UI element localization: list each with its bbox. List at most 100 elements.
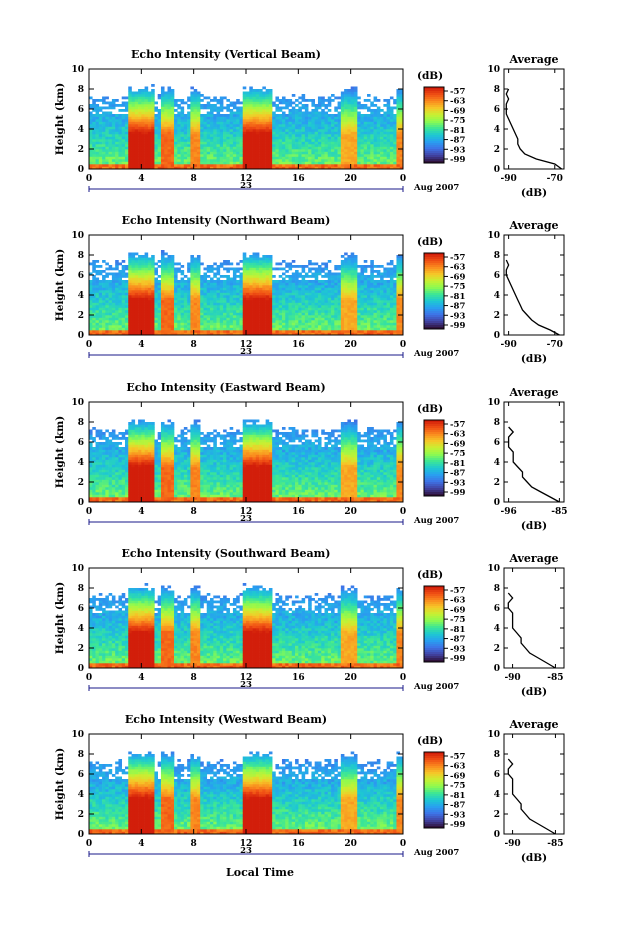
heatmap-cell (219, 265, 224, 268)
heatmap-cell (174, 154, 178, 157)
heatmap-cell (203, 300, 208, 303)
heatmap-cell (317, 129, 322, 132)
heatmap-cell (157, 161, 162, 165)
heatmap-cell (249, 277, 253, 281)
heatmap-cell (249, 146, 253, 150)
heatmap-cell (229, 134, 234, 137)
heatmap-cell (187, 124, 191, 127)
heatmap-cell (164, 325, 168, 328)
heatmap-cell (170, 164, 175, 167)
heatmap-cell (383, 149, 387, 152)
heatmap-cell (285, 149, 289, 152)
heatmap-cell (331, 322, 335, 326)
heatmap-cell (102, 114, 106, 117)
heatmap-cell (147, 144, 152, 147)
heatmap-cell (102, 129, 106, 132)
heatmap-cell (321, 312, 325, 316)
heatmap-cell (105, 146, 109, 150)
heatmap-cell (157, 124, 162, 127)
heatmap-cell (383, 116, 387, 120)
heatmap-cell (216, 270, 221, 273)
heatmap-cell (393, 99, 397, 102)
heatmap-cell (134, 149, 139, 152)
heatmap-cell (281, 327, 286, 331)
heatmap-cell (134, 300, 139, 303)
heatmap-cell (157, 285, 162, 288)
heatmap-cell (203, 275, 208, 278)
heatmap-cell (183, 119, 188, 122)
heatmap-cell (367, 99, 371, 102)
heatmap-cell (138, 287, 142, 291)
heatmap-cell (278, 109, 283, 112)
heatmap-cell (265, 267, 270, 271)
heatmap-cell (399, 141, 404, 145)
heatmap-cell (164, 134, 168, 137)
heatmap-cell (187, 146, 191, 150)
heatmap-cell (236, 144, 240, 147)
heatmap-cell (363, 161, 368, 165)
heatmap-cell (242, 134, 247, 137)
heatmap-cell (200, 325, 204, 328)
heatmap-cell (337, 302, 342, 306)
heatmap-cell (357, 154, 361, 157)
heatmap-cell (331, 290, 335, 293)
heatmap-cell (170, 94, 175, 97)
heatmap-cell (95, 300, 100, 303)
heatmap-cell (180, 134, 185, 137)
heatmap-cell (340, 119, 345, 122)
heatmap-cell (242, 252, 247, 256)
heatmap-cell (223, 126, 227, 130)
heatmap-cell (246, 270, 250, 273)
heatmap-cell (216, 121, 221, 125)
heatmap-cell (324, 327, 329, 331)
heatmap-cell (167, 307, 172, 311)
heatmap-cell (95, 141, 100, 145)
heatmap-cell (272, 290, 276, 293)
heatmap-cell (376, 139, 381, 142)
heatmap-cell (255, 295, 260, 298)
heatmap-cell (223, 275, 227, 278)
heatmap-cell (141, 154, 145, 157)
heatmap-cell (327, 151, 332, 155)
heatmap-cell (246, 295, 250, 298)
heatmap-cell (272, 144, 276, 147)
heatmap-cell (115, 275, 119, 278)
heatmap-cell (393, 106, 397, 110)
heatmap-cell (386, 141, 391, 145)
heatmap-cell (360, 166, 365, 170)
heatmap-cell (183, 295, 188, 298)
heatmap-cell (285, 265, 289, 268)
heatmap-cell (344, 161, 348, 165)
heatmap-cell (138, 124, 142, 127)
heatmap-cell (174, 330, 178, 333)
heatmap-cell (167, 322, 172, 326)
heatmap-cell (252, 285, 257, 288)
heatmap-cell (190, 126, 194, 130)
heatmap-cell (95, 149, 100, 152)
heatmap-cell (396, 161, 401, 165)
heatmap-cell (262, 282, 266, 286)
heatmap-cell (268, 285, 273, 288)
heatmap-cell (121, 161, 126, 165)
heatmap-cell (141, 96, 145, 100)
heatmap-cell (360, 129, 365, 132)
heatmap-cell (275, 327, 280, 331)
heatmap-cell (111, 124, 116, 127)
heatmap-cell (115, 134, 119, 137)
heatmap-cell (105, 121, 109, 125)
heatmap-cell (226, 144, 230, 147)
heatmap-cell (291, 265, 296, 268)
heatmap-cell (206, 280, 211, 283)
heatmap-cell (134, 124, 139, 127)
heatmap-cell (314, 315, 319, 318)
heatmap-cell (229, 262, 234, 266)
heatmap-cell (134, 277, 139, 281)
heatmap-cell (249, 164, 253, 167)
heatmap-cell (118, 287, 123, 291)
heatmap-cell (164, 94, 168, 97)
heatmap-cell (285, 119, 289, 122)
heatmap-cell (396, 141, 401, 145)
heatmap-cell (262, 310, 266, 313)
heatmap-cell (324, 317, 329, 321)
heatmap-cell (376, 124, 381, 127)
